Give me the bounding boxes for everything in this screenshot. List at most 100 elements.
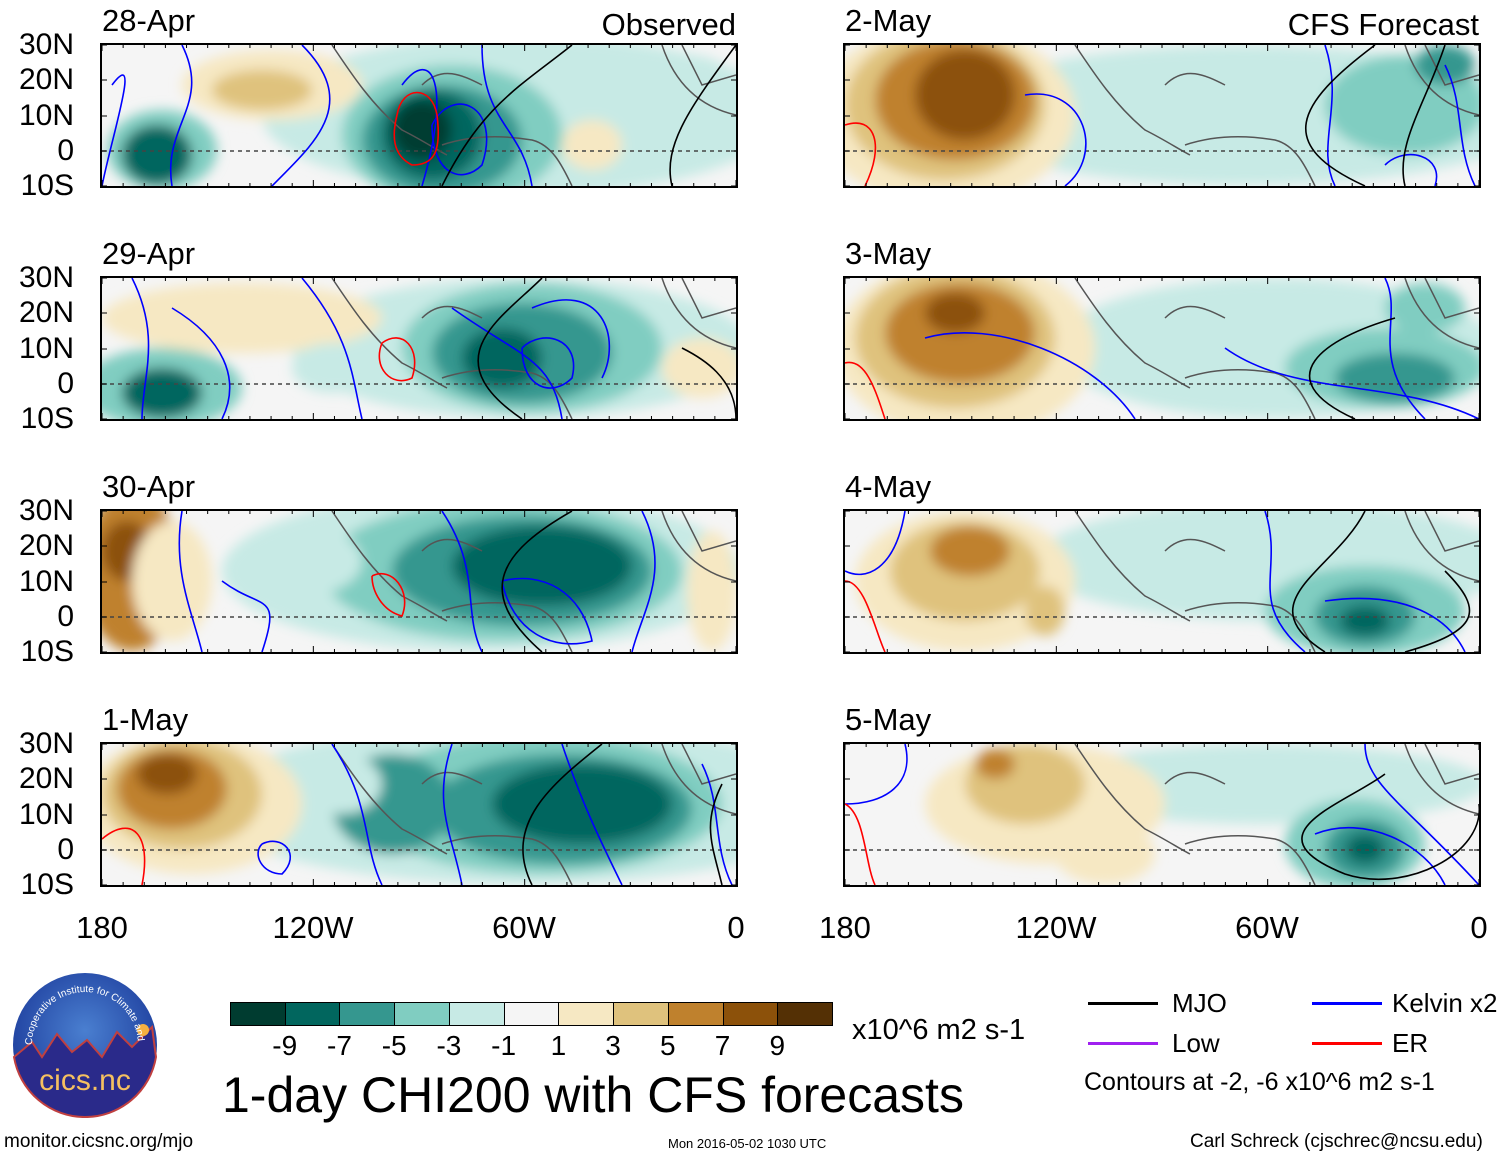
map-panel bbox=[843, 509, 1481, 654]
anomaly-region bbox=[132, 521, 212, 641]
kelvin-contour bbox=[501, 577, 593, 645]
er-contour bbox=[845, 122, 877, 186]
coastline bbox=[331, 744, 736, 885]
colorbar-swatch bbox=[613, 1002, 669, 1026]
kelvin-contour bbox=[431, 103, 488, 176]
kelvin-contour bbox=[481, 45, 533, 186]
kelvin-contour bbox=[631, 511, 656, 652]
anomaly-region bbox=[687, 531, 736, 651]
colorbar-swatch bbox=[777, 1002, 833, 1026]
colorbar-tick-label: -9 bbox=[272, 1030, 298, 1061]
lon-label: 180 bbox=[76, 910, 128, 945]
anomaly-region bbox=[662, 338, 736, 398]
mjo-contour bbox=[522, 744, 603, 885]
lon-label: 0 bbox=[727, 910, 745, 945]
colorbar-swatch bbox=[284, 1002, 341, 1026]
footer-url[interactable]: monitor.cicsnc.org/mjo bbox=[4, 1131, 194, 1152]
legend-low-line bbox=[1088, 1042, 1158, 1045]
map-panel bbox=[100, 276, 738, 421]
kelvin-contour bbox=[169, 45, 193, 186]
panel-date: 1-May bbox=[102, 702, 189, 737]
anomaly-region bbox=[930, 526, 1010, 576]
colorbar-swatch bbox=[448, 1002, 505, 1026]
footer-timestamp: Mon 2016-05-02 1030 UTC bbox=[668, 1136, 827, 1151]
lat-label: 30N bbox=[18, 28, 74, 61]
lat-label: 30N bbox=[18, 261, 74, 294]
kelvin-contour bbox=[1444, 64, 1476, 186]
lat-label: 20N bbox=[18, 762, 74, 795]
mjo-contour bbox=[1308, 317, 1396, 419]
colorbar-tick-label: -7 bbox=[327, 1030, 352, 1061]
lat-label: 10N bbox=[18, 99, 74, 132]
colorbar-tick-label: 1 bbox=[550, 1030, 567, 1061]
lon-label: 0 bbox=[1470, 910, 1488, 945]
anomaly-region bbox=[292, 343, 372, 393]
anomaly-region bbox=[122, 125, 192, 185]
panel-date: 4-May bbox=[845, 469, 932, 504]
mjo-contour bbox=[477, 278, 543, 419]
kelvin-contour bbox=[531, 299, 611, 379]
lon-label: 120W bbox=[272, 910, 354, 945]
er-contour bbox=[371, 573, 406, 617]
legend-er-line bbox=[1312, 1042, 1382, 1045]
mjo-contour bbox=[501, 511, 573, 652]
panel-tag: CFS Forecast bbox=[1287, 7, 1479, 42]
anomaly-region bbox=[915, 50, 1015, 140]
map-panel bbox=[100, 43, 738, 188]
anomaly-region bbox=[1385, 283, 1465, 333]
legend-low-label: Low bbox=[1172, 1028, 1220, 1058]
lon-label: 180 bbox=[819, 910, 871, 945]
colorbar-swatch bbox=[394, 1002, 450, 1026]
lat-label: 10S bbox=[20, 169, 74, 202]
mjo-contour bbox=[1301, 773, 1479, 880]
kelvin-contour bbox=[1224, 347, 1479, 419]
colorbar-swatch bbox=[667, 1002, 724, 1026]
mjo-contour bbox=[669, 45, 736, 186]
mjo-contour bbox=[1291, 511, 1366, 652]
kelvin-contour bbox=[1384, 278, 1426, 419]
kelvin-contour bbox=[102, 74, 126, 186]
lat-label: 10N bbox=[18, 565, 74, 598]
kelvin-contour bbox=[257, 840, 291, 875]
lat-label: 20N bbox=[18, 529, 74, 562]
contour-note: Contours at -2, -6 x10^6 m2 s-1 bbox=[1084, 1068, 1435, 1096]
kelvin-contour bbox=[178, 511, 203, 652]
panel-date: 29-Apr bbox=[102, 236, 196, 271]
er-contour bbox=[845, 580, 886, 652]
mjo-contour bbox=[1402, 45, 1446, 186]
mjo-contour bbox=[1404, 570, 1471, 652]
anomaly-region bbox=[925, 293, 985, 333]
map-panel bbox=[100, 509, 738, 654]
kelvin-contour bbox=[1314, 826, 1446, 885]
lat-label: 20N bbox=[18, 296, 74, 329]
lat-label: 0 bbox=[57, 833, 74, 866]
footer-credit: Carl Schreck (cjschrec@ncsu.edu) bbox=[1190, 1131, 1483, 1152]
kelvin-contour bbox=[1024, 93, 1087, 186]
kelvin-contour bbox=[442, 744, 463, 885]
lat-label: 30N bbox=[18, 727, 74, 760]
legend-er-label: ER bbox=[1392, 1028, 1429, 1058]
lat-label: 10S bbox=[20, 868, 74, 901]
lon-label: 60W bbox=[492, 910, 556, 945]
coastline bbox=[1074, 744, 1479, 885]
legend-kelvin-line bbox=[1312, 1002, 1382, 1005]
kelvin-contour bbox=[441, 511, 483, 652]
map-panel bbox=[843, 742, 1481, 887]
anomaly-region bbox=[212, 70, 312, 110]
lon-label: 120W bbox=[1015, 910, 1097, 945]
kelvin-contour bbox=[1324, 597, 1466, 652]
anomaly-region bbox=[122, 368, 202, 418]
coastline bbox=[1074, 45, 1479, 186]
legend-kelvin-label: Kelvin x2 bbox=[1392, 988, 1498, 1018]
er-contour bbox=[845, 803, 876, 885]
colorbar-swatch bbox=[339, 1002, 396, 1026]
figure-title: 1-day CHI200 with CFS forecasts bbox=[222, 1067, 964, 1123]
coastline bbox=[1074, 511, 1479, 652]
kelvin-contour bbox=[271, 45, 331, 186]
colorbar-swatch bbox=[722, 1002, 779, 1026]
kelvin-contour bbox=[1384, 153, 1438, 186]
anomaly-region bbox=[1340, 606, 1390, 636]
er-contour bbox=[393, 91, 439, 166]
anomaly-region bbox=[242, 526, 362, 596]
lat-label: 30N bbox=[18, 494, 74, 527]
